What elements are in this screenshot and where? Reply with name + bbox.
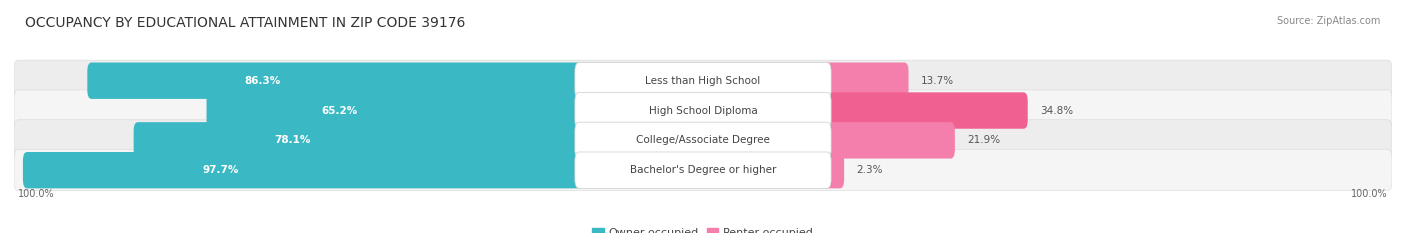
FancyBboxPatch shape bbox=[134, 122, 583, 158]
FancyBboxPatch shape bbox=[575, 122, 831, 158]
Text: High School Diploma: High School Diploma bbox=[648, 106, 758, 116]
Text: 21.9%: 21.9% bbox=[967, 135, 1001, 145]
Text: 97.7%: 97.7% bbox=[202, 165, 239, 175]
Text: Less than High School: Less than High School bbox=[645, 76, 761, 86]
FancyBboxPatch shape bbox=[823, 122, 955, 158]
Text: 13.7%: 13.7% bbox=[921, 76, 955, 86]
Text: 34.8%: 34.8% bbox=[1040, 106, 1073, 116]
Legend: Owner-occupied, Renter-occupied: Owner-occupied, Renter-occupied bbox=[588, 223, 818, 233]
Text: 78.1%: 78.1% bbox=[274, 135, 311, 145]
FancyBboxPatch shape bbox=[14, 150, 1392, 191]
FancyBboxPatch shape bbox=[575, 92, 831, 129]
FancyBboxPatch shape bbox=[823, 152, 844, 188]
FancyBboxPatch shape bbox=[575, 62, 831, 99]
FancyBboxPatch shape bbox=[14, 60, 1392, 101]
Text: 2.3%: 2.3% bbox=[856, 165, 883, 175]
Text: OCCUPANCY BY EDUCATIONAL ATTAINMENT IN ZIP CODE 39176: OCCUPANCY BY EDUCATIONAL ATTAINMENT IN Z… bbox=[25, 16, 465, 30]
FancyBboxPatch shape bbox=[823, 62, 908, 99]
FancyBboxPatch shape bbox=[14, 90, 1392, 131]
FancyBboxPatch shape bbox=[823, 92, 1028, 129]
FancyBboxPatch shape bbox=[575, 152, 831, 188]
FancyBboxPatch shape bbox=[22, 152, 583, 188]
Text: Bachelor's Degree or higher: Bachelor's Degree or higher bbox=[630, 165, 776, 175]
FancyBboxPatch shape bbox=[207, 92, 583, 129]
Text: Source: ZipAtlas.com: Source: ZipAtlas.com bbox=[1277, 16, 1381, 26]
FancyBboxPatch shape bbox=[14, 120, 1392, 161]
Text: 86.3%: 86.3% bbox=[245, 76, 280, 86]
Text: 100.0%: 100.0% bbox=[18, 189, 55, 199]
Text: 65.2%: 65.2% bbox=[322, 106, 357, 116]
FancyBboxPatch shape bbox=[87, 62, 583, 99]
Text: 100.0%: 100.0% bbox=[1351, 189, 1388, 199]
Text: College/Associate Degree: College/Associate Degree bbox=[636, 135, 770, 145]
